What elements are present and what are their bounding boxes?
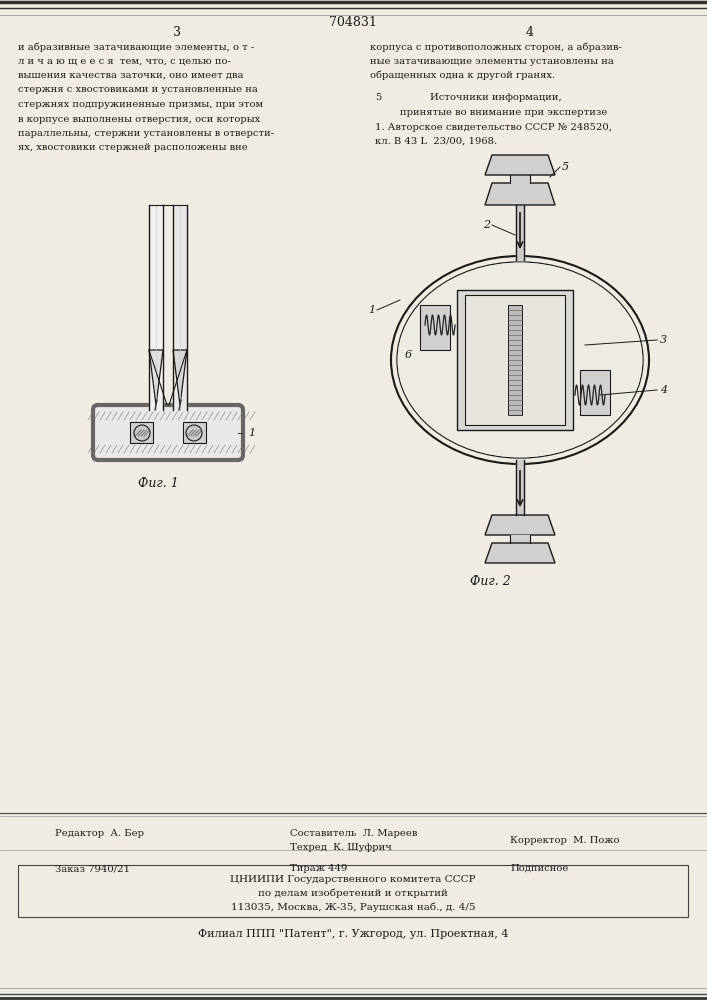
- Text: 3: 3: [660, 335, 667, 345]
- Polygon shape: [510, 535, 530, 543]
- Text: корпуса с противоположных сторон, а абразив-: корпуса с противоположных сторон, а абра…: [370, 42, 622, 51]
- Polygon shape: [485, 515, 555, 535]
- Polygon shape: [510, 175, 530, 183]
- Polygon shape: [485, 183, 555, 205]
- Text: 5: 5: [562, 162, 569, 172]
- Polygon shape: [149, 350, 163, 405]
- Text: принятые во внимание при экспертизе: принятые во внимание при экспертизе: [400, 108, 607, 117]
- Text: и абразивные затачивающие элементы, о т -: и абразивные затачивающие элементы, о т …: [18, 42, 255, 51]
- Text: л и ч а ю щ е е с я  тем, что, с целью по-: л и ч а ю щ е е с я тем, что, с целью по…: [18, 56, 231, 66]
- Text: Фиг. 2: Фиг. 2: [469, 575, 510, 588]
- Text: стержнях подпружиненные призмы, при этом: стержнях подпружиненные призмы, при этом: [18, 100, 263, 109]
- Polygon shape: [485, 155, 555, 175]
- Text: 4: 4: [660, 385, 667, 395]
- Text: кл. В 43 L  23/00, 1968.: кл. В 43 L 23/00, 1968.: [375, 137, 497, 146]
- Text: 6: 6: [405, 350, 412, 360]
- Polygon shape: [183, 422, 206, 443]
- Text: Техред  К. Шуфрич: Техред К. Шуфрич: [290, 843, 392, 852]
- Text: Фиг. 1: Фиг. 1: [138, 477, 178, 490]
- Text: 704831: 704831: [329, 15, 377, 28]
- FancyBboxPatch shape: [93, 405, 243, 460]
- Bar: [18, 865, 688, 917]
- Text: Корректор  М. Пожо: Корректор М. Пожо: [510, 836, 619, 845]
- Circle shape: [134, 425, 150, 441]
- Text: 113035, Москва, Ж-35, Раушская наб., д. 4/5: 113035, Москва, Ж-35, Раушская наб., д. …: [230, 903, 475, 912]
- Text: Редактор  А. Бер: Редактор А. Бер: [55, 829, 144, 838]
- Bar: [420, 305, 450, 350]
- Text: по делам изобретений и открытий: по делам изобретений и открытий: [258, 889, 448, 898]
- Text: Подписное: Подписное: [510, 864, 568, 873]
- Text: ях, хвостовики стержней расположены вне: ях, хвостовики стержней расположены вне: [18, 143, 247, 152]
- Text: 1: 1: [248, 428, 255, 438]
- Text: стержня с хвостовиками и установленные на: стержня с хвостовиками и установленные н…: [18, 86, 258, 95]
- Text: ЦНИИПИ Государственного комитета СССР: ЦНИИПИ Государственного комитета СССР: [230, 875, 476, 884]
- Text: Тираж 449: Тираж 449: [290, 864, 347, 873]
- Polygon shape: [173, 350, 187, 405]
- Text: Источники информации,: Источники информации,: [430, 94, 562, 103]
- Text: 1: 1: [368, 305, 375, 315]
- Text: параллельны, стержни установлены в отверсти-: параллельны, стержни установлены в отвер…: [18, 129, 274, 138]
- Text: Заказ 7940/21: Заказ 7940/21: [55, 864, 130, 873]
- Text: 5: 5: [375, 94, 381, 103]
- Text: 1. Авторское свидетельство СССР № 248520,: 1. Авторское свидетельство СССР № 248520…: [375, 122, 612, 131]
- Bar: [580, 370, 610, 415]
- Bar: [457, 290, 573, 430]
- Polygon shape: [485, 543, 555, 563]
- Text: в корпусе выполнены отверстия, оси которых: в корпусе выполнены отверстия, оси котор…: [18, 114, 260, 123]
- Text: Филиал ППП "Патент", г. Ужгород, ул. Проектная, 4: Филиал ППП "Патент", г. Ужгород, ул. Про…: [198, 929, 508, 939]
- Text: 3: 3: [173, 26, 181, 39]
- Text: ные затачивающие элементы установлены на: ные затачивающие элементы установлены на: [370, 56, 614, 66]
- Text: Составитель  Л. Мареев: Составитель Л. Мареев: [290, 829, 417, 838]
- Polygon shape: [130, 422, 153, 443]
- Bar: [465, 295, 565, 425]
- Text: 2: 2: [483, 220, 490, 230]
- Text: обращенных одна к другой гранях.: обращенных одна к другой гранях.: [370, 71, 555, 81]
- Circle shape: [186, 425, 202, 441]
- Bar: [508, 305, 522, 415]
- Text: 4: 4: [526, 26, 534, 39]
- Ellipse shape: [397, 262, 643, 458]
- Text: вышения качества заточки, оно имеет два: вышения качества заточки, оно имеет два: [18, 71, 243, 80]
